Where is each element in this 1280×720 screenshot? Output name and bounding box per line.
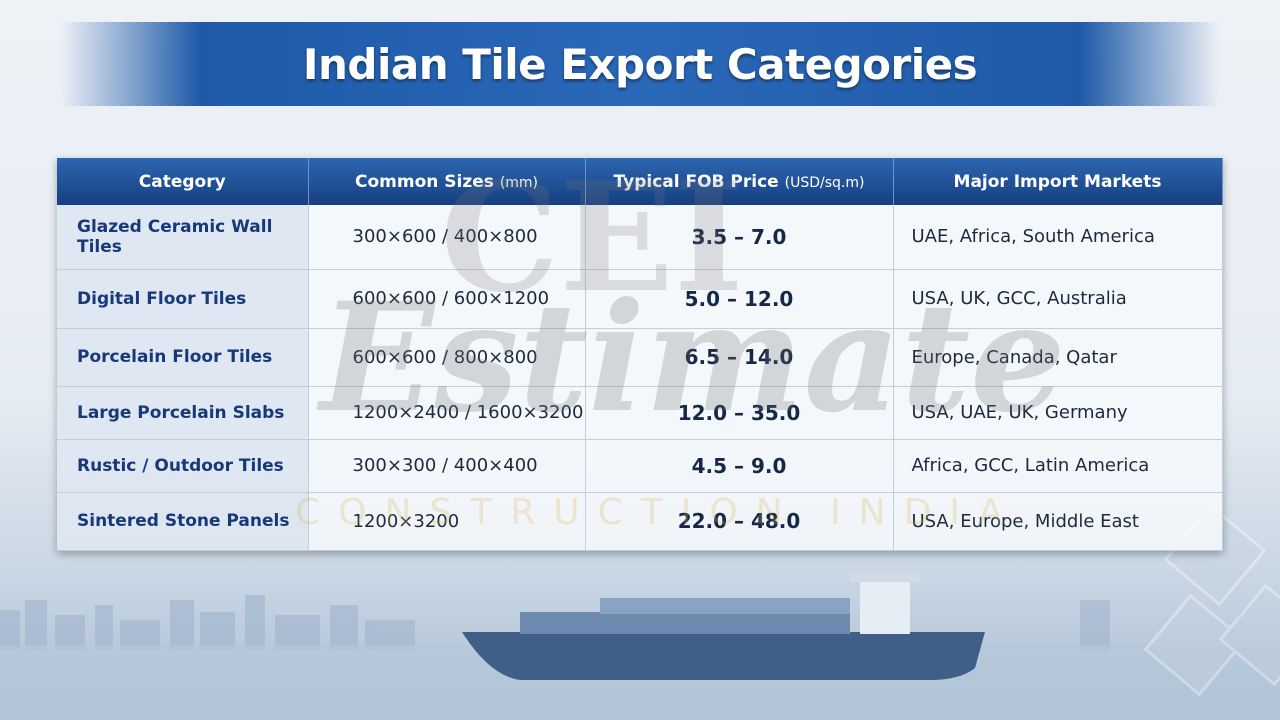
- table-cell: Europe, Canada, Qatar: [893, 328, 1223, 387]
- table-row: Porcelain Floor Tiles 600×600 / 800×800 6.…: [57, 328, 1223, 387]
- table-row: Glazed Ceramic Wall Tiles 300×600 / 400×8…: [57, 205, 1223, 270]
- column-unit: (mm): [499, 174, 539, 191]
- column-label: Common Sizes: [354, 171, 494, 192]
- title-banner: Indian Tile Export Categories: [60, 22, 1220, 106]
- table-cell: Sintered Stone Panels: [57, 492, 309, 551]
- table-cell: 6.5 – 14.0: [585, 328, 894, 387]
- table-cell: 300×300 / 400×400: [308, 439, 586, 493]
- table-cell: USA, UAE, UK, Germany: [893, 386, 1223, 440]
- table-cell: Rustic / Outdoor Tiles: [57, 439, 309, 493]
- table-cell: Large Porcelain Slabs: [57, 386, 309, 440]
- table-cell: 3.5 – 7.0: [585, 205, 894, 270]
- column-header: Typical FOB Price (USD/sq.m): [585, 158, 894, 205]
- table-cell: 22.0 – 48.0: [585, 492, 894, 551]
- table-cell: Africa, GCC, Latin America: [893, 439, 1223, 493]
- table-cell: Glazed Ceramic Wall Tiles: [57, 205, 309, 270]
- column-label: Typical FOB Price: [613, 171, 779, 192]
- table-cell: USA, Europe, Middle East: [893, 492, 1223, 551]
- table-body: Glazed Ceramic Wall Tiles 300×600 / 400×8…: [57, 205, 1223, 551]
- table-cell: 12.0 – 35.0: [585, 386, 894, 440]
- table-cell: 600×600 / 800×800: [308, 328, 586, 387]
- table-cell: 1200×3200: [308, 492, 586, 551]
- column-header: Category: [57, 158, 309, 205]
- column-label: Category: [138, 171, 226, 192]
- table-cell: Porcelain Floor Tiles: [57, 328, 309, 387]
- header-row: Category Common Sizes (mm) Typical FOB Pri…: [57, 158, 1223, 205]
- table-cell: 4.5 – 9.0: [585, 439, 894, 493]
- export-table: Category Common Sizes (mm) Typical FOB Pri…: [57, 158, 1223, 551]
- table-cell: 5.0 – 12.0: [585, 269, 894, 329]
- table-cell: 600×600 / 600×1200: [308, 269, 586, 329]
- table-row: Sintered Stone Panels 1200×3200 22.0 – 48.…: [57, 492, 1223, 551]
- title: Indian Tile Export Categories: [302, 39, 978, 89]
- table-cell: UAE, Africa, South America: [893, 205, 1223, 270]
- column-unit: (USD/sq.m): [784, 174, 865, 191]
- table-row: Rustic / Outdoor Tiles 300×300 / 400×400 4…: [57, 439, 1223, 493]
- table-row: Large Porcelain Slabs 1200×2400 / 1600×32…: [57, 386, 1223, 440]
- table-cell: Digital Floor Tiles: [57, 269, 309, 329]
- table-cell: 1200×2400 / 1600×3200: [308, 386, 586, 440]
- column-header: Common Sizes (mm): [308, 158, 586, 205]
- table-cell: 300×600 / 400×800: [308, 205, 586, 270]
- table-row: Digital Floor Tiles 600×600 / 600×1200 5.0…: [57, 269, 1223, 329]
- table-cell: USA, UK, GCC, Australia: [893, 269, 1223, 329]
- column-label: Major Import Markets: [953, 171, 1162, 192]
- column-header: Major Import Markets: [893, 158, 1223, 205]
